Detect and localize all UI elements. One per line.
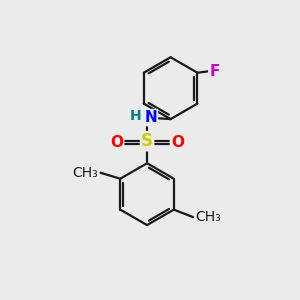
Text: S: S bbox=[141, 132, 153, 150]
Text: F: F bbox=[209, 64, 220, 79]
Text: O: O bbox=[171, 135, 184, 150]
Text: CH₃: CH₃ bbox=[195, 210, 221, 224]
Text: CH₃: CH₃ bbox=[72, 166, 98, 180]
Text: H: H bbox=[130, 109, 141, 123]
Text: N: N bbox=[144, 110, 157, 125]
Text: O: O bbox=[110, 135, 123, 150]
